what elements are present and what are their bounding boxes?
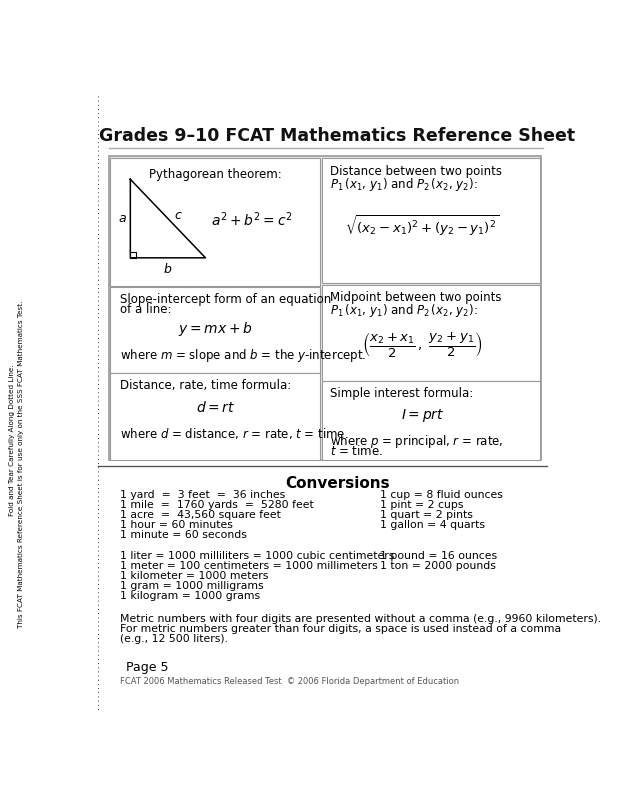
Text: Midpoint between two points: Midpoint between two points [330, 291, 501, 304]
FancyBboxPatch shape [110, 158, 320, 285]
Text: Grades 9–10 FCAT Mathematics Reference Sheet: Grades 9–10 FCAT Mathematics Reference S… [99, 127, 575, 145]
FancyBboxPatch shape [322, 285, 540, 381]
Text: where $d$ = distance, $r$ = rate, $t$ = time.: where $d$ = distance, $r$ = rate, $t$ = … [120, 425, 349, 441]
Text: $\left(\dfrac{x_2+x_1}{2}\,,\ \dfrac{y_2+y_1}{2}\right)$: $\left(\dfrac{x_2+x_1}{2}\,,\ \dfrac{y_2… [362, 330, 483, 360]
Text: $d = rt$: $d = rt$ [196, 400, 235, 416]
Text: $I = prt$: $I = prt$ [401, 407, 444, 425]
FancyBboxPatch shape [322, 158, 540, 284]
Text: For metric numbers greater than four digits, a space is used instead of a comma: For metric numbers greater than four dig… [120, 624, 561, 634]
Text: $t$ = time.: $t$ = time. [330, 445, 383, 458]
Text: of a line:: of a line: [120, 304, 172, 316]
Text: Pythagorean theorem:: Pythagorean theorem: [149, 167, 282, 181]
Text: $\sqrt{\left(x_2-x_1\right)^2+\left(y_2-y_1\right)^2}$: $\sqrt{\left(x_2-x_1\right)^2+\left(y_2-… [345, 213, 499, 238]
Text: Simple interest formula:: Simple interest formula: [330, 387, 473, 400]
Text: 1 kilogram = 1000 grams: 1 kilogram = 1000 grams [120, 591, 260, 602]
Text: $c$: $c$ [174, 209, 183, 222]
Text: where $m$ = slope and $b$ = the $y$-intercept.: where $m$ = slope and $b$ = the $y$-inte… [120, 347, 366, 364]
Text: 1 hour = 60 minutes: 1 hour = 60 minutes [120, 520, 233, 530]
Text: (e.g., 12 500 liters).: (e.g., 12 500 liters). [120, 634, 229, 644]
Text: 1 meter = 100 centimeters = 1000 millimeters: 1 meter = 100 centimeters = 1000 millime… [120, 561, 378, 571]
Text: 1 yard  =  3 feet  =  36 inches: 1 yard = 3 feet = 36 inches [120, 489, 286, 500]
Text: $P_1\,(x_1,\,y_1)$ and $P_2\,(x_2,\,y_2)$:: $P_1\,(x_1,\,y_1)$ and $P_2\,(x_2,\,y_2)… [330, 302, 477, 319]
Text: 1 mile  =  1760 yards  =  5280 feet: 1 mile = 1760 yards = 5280 feet [120, 500, 314, 509]
Text: $a$: $a$ [117, 212, 127, 225]
Text: $b$: $b$ [163, 263, 173, 276]
Text: 1 liter = 1000 milliliters = 1000 cubic centimeters: 1 liter = 1000 milliliters = 1000 cubic … [120, 550, 394, 561]
Text: Slope-intercept form of an equation: Slope-intercept form of an equation [120, 293, 332, 306]
Text: 1 minute = 60 seconds: 1 minute = 60 seconds [120, 530, 247, 540]
Text: FCAT 2006 Mathematics Released Test  © 2006 Florida Department of Education: FCAT 2006 Mathematics Released Test © 20… [120, 678, 460, 686]
Text: 1 gram = 1000 milligrams: 1 gram = 1000 milligrams [120, 581, 264, 591]
Text: where $p$ = principal, $r$ = rate,: where $p$ = principal, $r$ = rate, [330, 433, 503, 450]
Text: $P_1\,(x_1,\,y_1)$ and $P_2\,(x_2,\,y_2)$:: $P_1\,(x_1,\,y_1)$ and $P_2\,(x_2,\,y_2)… [330, 176, 477, 193]
Text: This FCAT Mathematics Reference Sheet is for use only on the SSS FCAT Mathematic: This FCAT Mathematics Reference Sheet is… [18, 301, 24, 628]
Text: Metric numbers with four digits are presented without a comma (e.g., 9960 kilome: Metric numbers with four digits are pres… [120, 614, 601, 623]
FancyBboxPatch shape [110, 373, 320, 460]
Text: 1 kilometer = 1000 meters: 1 kilometer = 1000 meters [120, 571, 269, 581]
Text: Distance between two points: Distance between two points [330, 166, 502, 179]
Text: Fold and Tear Carefully Along Dotted Line.: Fold and Tear Carefully Along Dotted Lin… [9, 364, 16, 517]
Text: 1 cup = 8 fluid ounces: 1 cup = 8 fluid ounces [380, 489, 503, 500]
Text: 1 quart = 2 pints: 1 quart = 2 pints [380, 510, 473, 520]
Text: Distance, rate, time formula:: Distance, rate, time formula: [120, 380, 291, 392]
Text: 1 acre  =  43,560 square feet: 1 acre = 43,560 square feet [120, 510, 281, 520]
Text: 1 pint = 2 cups: 1 pint = 2 cups [380, 500, 463, 509]
Text: 1 ton = 2000 pounds: 1 ton = 2000 pounds [380, 561, 496, 571]
FancyBboxPatch shape [322, 381, 540, 460]
Text: 1 gallon = 4 quarts: 1 gallon = 4 quarts [380, 520, 485, 530]
Text: $a^2 + b^2 = c^2$: $a^2 + b^2 = c^2$ [211, 210, 293, 228]
Text: 1 pound = 16 ounces: 1 pound = 16 ounces [380, 550, 497, 561]
FancyBboxPatch shape [109, 156, 541, 460]
Text: Conversions: Conversions [285, 477, 389, 492]
FancyBboxPatch shape [110, 287, 320, 373]
Text: $y = mx + b$: $y = mx + b$ [178, 320, 253, 339]
Text: Page 5: Page 5 [125, 661, 168, 674]
